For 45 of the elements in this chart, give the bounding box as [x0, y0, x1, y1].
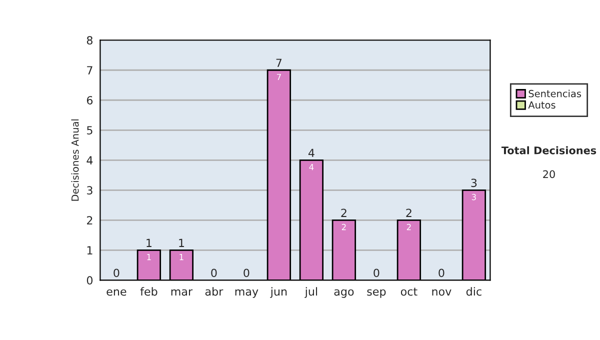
total-label: 0: [244, 268, 250, 278]
total-label: 2: [406, 208, 412, 217]
x-tick-label: abr: [205, 287, 224, 296]
y-tick-label: 8: [86, 36, 92, 44]
data-label: 2: [406, 224, 411, 230]
y-tick-label: 0: [86, 276, 93, 285]
legend-label: Autos: [528, 101, 556, 109]
x-tick-label: mar: [171, 289, 193, 296]
y-axis-title: Decisiones Anual: [71, 119, 79, 201]
x-tick-label: feb: [140, 287, 158, 296]
data-label: 4: [309, 164, 314, 170]
x-tick-label: jun: [270, 287, 287, 298]
x-tick-label: oct: [400, 288, 418, 296]
y-tick-label: 7: [87, 66, 92, 74]
total-label: 0: [114, 268, 120, 278]
total-label: 4: [308, 148, 314, 157]
y-tick-label: 4: [86, 156, 93, 164]
total-label: 1: [146, 238, 152, 247]
text: 20: [543, 170, 555, 178]
data-label: 1: [180, 254, 184, 260]
data-label: 3: [472, 194, 476, 200]
x-tick-label: dic: [466, 287, 482, 296]
y-tick-label: 1: [87, 246, 92, 254]
x-tick-label: may: [235, 289, 258, 298]
data-label: 2: [342, 224, 346, 230]
x-tick-label: jul: [304, 287, 318, 298]
total-label: 0: [211, 268, 217, 278]
total-label: 0: [438, 268, 444, 278]
y-tick-label: 5: [87, 126, 92, 135]
total-label: 1: [179, 238, 184, 247]
legend-label: Sentencias: [528, 90, 582, 98]
total-label: 3: [471, 178, 477, 188]
total-label: 0: [374, 268, 380, 278]
x-tick-label: sep: [367, 289, 386, 298]
x-tick-label: ene: [106, 289, 126, 296]
y-tick-label: 2: [87, 216, 92, 224]
total-label: 2: [341, 208, 346, 217]
data-label: 1: [147, 254, 151, 260]
x-tick-label: ago: [334, 289, 354, 298]
text: Total Decisiones: [501, 146, 596, 154]
y-tick-label: 6: [86, 96, 93, 105]
data-label: 7: [276, 74, 281, 80]
y-tick-label: 3: [87, 186, 92, 195]
x-tick-label: nov: [432, 289, 452, 296]
total-label: 7: [276, 58, 282, 67]
